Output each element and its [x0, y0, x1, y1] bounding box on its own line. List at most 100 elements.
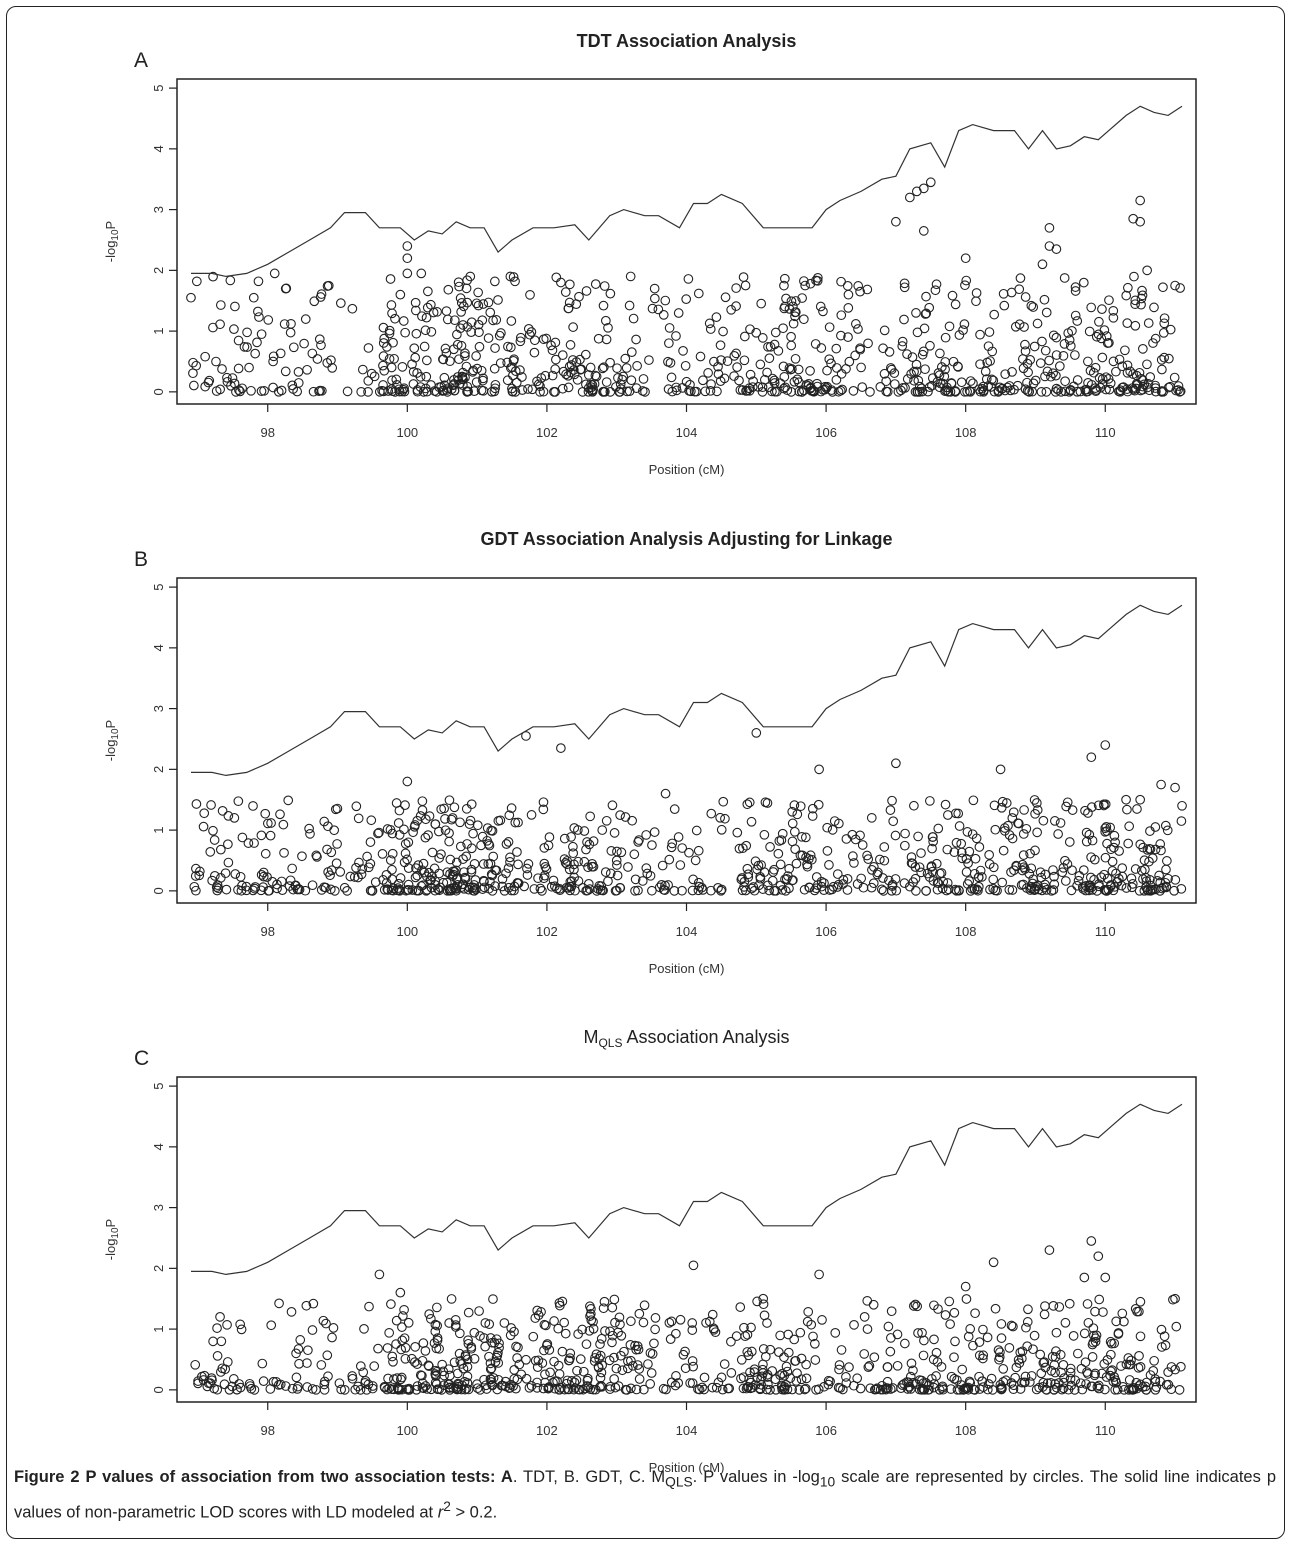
data-point	[412, 386, 423, 397]
data-point	[1020, 339, 1030, 350]
data-point	[406, 1353, 417, 1364]
data-point	[1080, 1357, 1091, 1368]
data-point	[836, 368, 847, 379]
data-point	[902, 1384, 913, 1394]
data-point	[717, 1384, 728, 1395]
data-point	[1083, 356, 1093, 367]
data-point	[609, 1294, 620, 1305]
data-point	[454, 1328, 465, 1339]
data-point	[942, 878, 953, 888]
data-point	[1142, 382, 1153, 393]
x-axis-label: Position (cM)	[649, 462, 725, 477]
data-point	[1085, 872, 1096, 883]
data-point	[511, 1341, 521, 1352]
data-point	[559, 854, 570, 864]
x-tick-label: 108	[955, 425, 977, 440]
data-point	[437, 1359, 448, 1370]
data-point	[1126, 873, 1137, 884]
data-point	[434, 885, 445, 896]
data-point	[566, 832, 576, 842]
data-point	[217, 806, 228, 816]
x-tick-label: 104	[676, 924, 698, 939]
data-point	[1122, 367, 1133, 378]
data-point	[1081, 836, 1092, 847]
data-point	[248, 801, 258, 811]
data-point	[347, 1373, 358, 1384]
data-point	[1051, 383, 1062, 394]
data-point	[994, 1352, 1005, 1363]
data-point	[581, 885, 592, 896]
data-point	[246, 1383, 257, 1394]
data-point	[418, 858, 429, 869]
data-point	[550, 337, 561, 348]
data-point	[426, 1384, 437, 1395]
data-point	[1006, 1320, 1017, 1331]
data-point	[287, 380, 298, 391]
data-point	[902, 1377, 912, 1387]
data-point	[491, 1334, 502, 1345]
data-point	[241, 885, 252, 896]
data-point	[819, 1381, 829, 1392]
data-point	[1135, 195, 1146, 206]
y-tick-label: 4	[151, 145, 166, 152]
data-point	[409, 343, 420, 354]
data-point	[512, 1353, 522, 1363]
data-point	[1061, 801, 1071, 812]
data-point	[1120, 345, 1130, 356]
data-point	[536, 1307, 546, 1317]
data-point	[205, 847, 216, 857]
data-point	[827, 884, 837, 895]
data-point	[1087, 1381, 1098, 1392]
data-point	[777, 1368, 788, 1379]
data-point	[1041, 1384, 1052, 1395]
data-point	[416, 881, 427, 891]
data-point	[449, 385, 460, 396]
data-point	[428, 307, 439, 318]
data-point	[1065, 1373, 1076, 1384]
data-point	[410, 297, 421, 308]
data-point	[495, 358, 506, 368]
data-point	[786, 331, 796, 342]
data-point	[1050, 1367, 1060, 1378]
data-point	[462, 386, 473, 396]
data-point	[1100, 740, 1111, 750]
data-point	[775, 1370, 786, 1381]
data-point	[927, 843, 937, 854]
data-point	[757, 382, 768, 393]
data-point	[755, 359, 766, 370]
x-tick-label: 108	[955, 1423, 977, 1438]
data-point	[342, 386, 353, 397]
data-point	[447, 813, 458, 823]
data-point	[454, 1348, 465, 1359]
data-point	[600, 315, 611, 326]
data-point	[233, 363, 244, 374]
data-point	[767, 875, 778, 886]
data-point	[268, 356, 278, 367]
data-point	[715, 376, 726, 386]
data-point	[852, 1373, 863, 1384]
data-point	[503, 837, 514, 847]
data-point	[1037, 1382, 1048, 1392]
data-point	[383, 386, 394, 396]
data-point	[538, 804, 549, 815]
data-point	[199, 808, 210, 819]
data-point	[753, 382, 764, 392]
data-point	[812, 272, 823, 283]
data-point	[374, 1269, 385, 1280]
data-point	[286, 1306, 297, 1317]
data-point	[460, 873, 471, 884]
data-point	[1108, 885, 1119, 896]
data-point	[242, 327, 252, 338]
data-point	[474, 327, 484, 338]
data-point	[1170, 280, 1180, 291]
y-tick-label: 2	[151, 766, 166, 773]
data-point	[230, 301, 240, 312]
data-point	[595, 1373, 606, 1383]
data-point	[327, 1332, 337, 1343]
y-tick-label: 3	[151, 206, 166, 213]
data-point	[1114, 846, 1124, 856]
data-point	[563, 382, 574, 393]
data-point	[1026, 863, 1037, 874]
data-point	[998, 845, 1009, 856]
data-point	[1072, 316, 1083, 326]
